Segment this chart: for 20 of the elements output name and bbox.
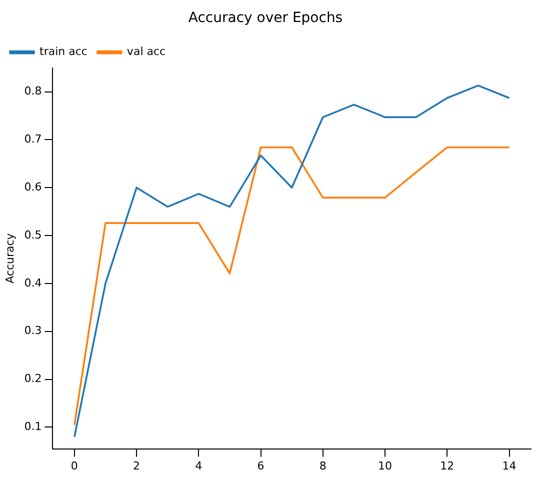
x-tick-label: 10	[378, 459, 392, 472]
y-axis-title: Accuracy	[3, 232, 16, 284]
x-tick-label: 8	[319, 459, 326, 472]
x-tick-label: 6	[257, 459, 264, 472]
x-tick-label: 14	[502, 459, 516, 472]
y-tick-label: 0.8	[24, 84, 42, 98]
y-tick-label: 0.3	[24, 324, 42, 338]
legend-label: train acc	[40, 45, 88, 58]
x-tick-label: 0	[70, 459, 78, 472]
y-tick-label: 0.7	[24, 132, 42, 146]
y-tick-label: 0.1	[24, 420, 42, 434]
y-tick-label: 0.6	[24, 180, 42, 194]
y-tick-label: 0.4	[24, 276, 42, 290]
y-tick-label: 0.2	[24, 372, 42, 386]
x-tick-label: 12	[440, 459, 454, 472]
legend-label: val acc	[126, 45, 166, 58]
x-tick-label: 4	[195, 459, 202, 472]
chart-title: Accuracy over Epochs	[188, 10, 343, 26]
y-tick-label: 0.5	[24, 228, 42, 242]
x-tick-label: 2	[133, 459, 140, 472]
